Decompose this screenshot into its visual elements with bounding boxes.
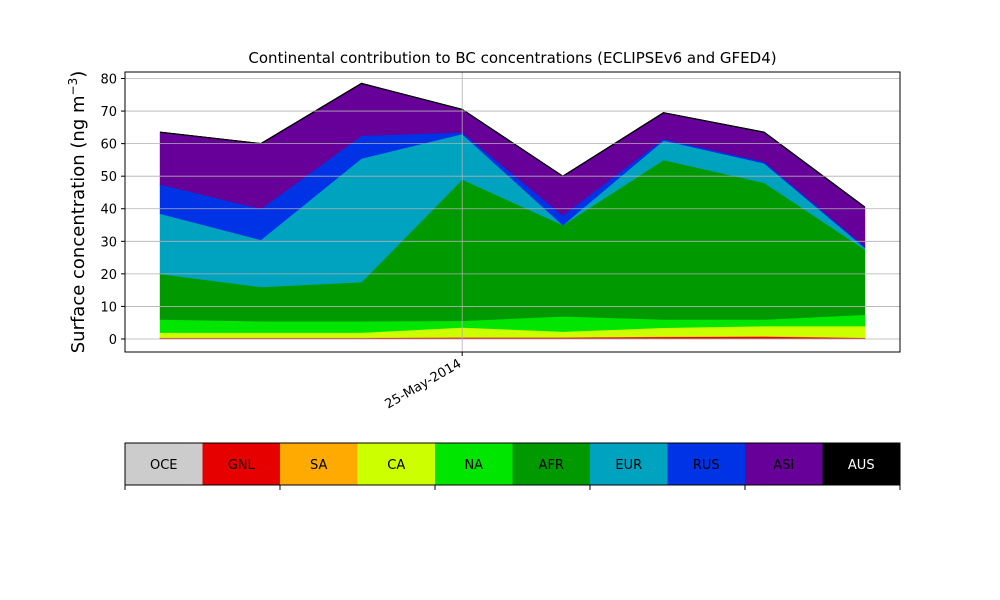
- plot-frame: [124, 71, 901, 353]
- legend-swatch-gnl: [202, 443, 281, 485]
- legend-label-eur: EUR: [615, 458, 642, 473]
- y-tick-label: 30: [100, 235, 117, 250]
- legend-label-na: NA: [464, 458, 483, 473]
- y-tick-label: 80: [100, 73, 117, 88]
- legend-swatch-aus: [822, 443, 901, 485]
- legend-swatch-na: [435, 443, 513, 485]
- legend-colorbar: OCE GNL SA CA NA AFR EUR RUS ASI AUS: [124, 442, 901, 490]
- grid-lines: [125, 72, 900, 352]
- y-axis: 0 10 20 30 40 50 60 70 80: [100, 73, 125, 348]
- legend-swatch-oce: [125, 443, 203, 485]
- area-layers: [159, 82, 866, 340]
- y-tick-label: 40: [100, 203, 117, 218]
- y-tick-label: 20: [100, 268, 117, 283]
- legend-swatch-afr: [512, 443, 591, 485]
- y-axis-label-main: Surface concentration (ng m: [68, 95, 89, 353]
- y-axis-label-end: ): [68, 71, 89, 78]
- y-tick-label: 60: [100, 138, 117, 153]
- x-axis: 25-May-2014: [382, 352, 464, 412]
- legend-label-gnl: GNL: [228, 458, 256, 473]
- legend-label-afr: AFR: [539, 458, 564, 473]
- legend-label-rus: RUS: [693, 458, 720, 473]
- x-tick-label: 25-May-2014: [382, 356, 464, 412]
- total-outline: [160, 82, 866, 208]
- legend-swatch-asi: [745, 443, 823, 485]
- legend-swatch-rus: [667, 443, 746, 485]
- legend-label-asi: ASI: [773, 458, 794, 473]
- legend-label-ca: CA: [387, 458, 405, 473]
- y-tick-label: 70: [100, 105, 117, 120]
- chart-title: Continental contribution to BC concentra…: [248, 49, 776, 67]
- y-axis-label: Surface concentration (ng m−3): [66, 71, 89, 354]
- legend-swatch-sa: [280, 443, 358, 485]
- legend-swatch-eur: [590, 443, 668, 485]
- legend-label-sa: SA: [310, 458, 327, 473]
- legend-frame: [124, 442, 901, 486]
- legend-label-oce: OCE: [150, 458, 178, 473]
- y-tick-label: 50: [100, 170, 117, 185]
- y-axis-label-sup: −3: [66, 78, 80, 96]
- legend-swatch-ca: [357, 443, 436, 485]
- y-tick-label: 0: [109, 333, 117, 348]
- legend-label-aus: AUS: [848, 458, 875, 473]
- y-tick-label: 10: [100, 300, 117, 315]
